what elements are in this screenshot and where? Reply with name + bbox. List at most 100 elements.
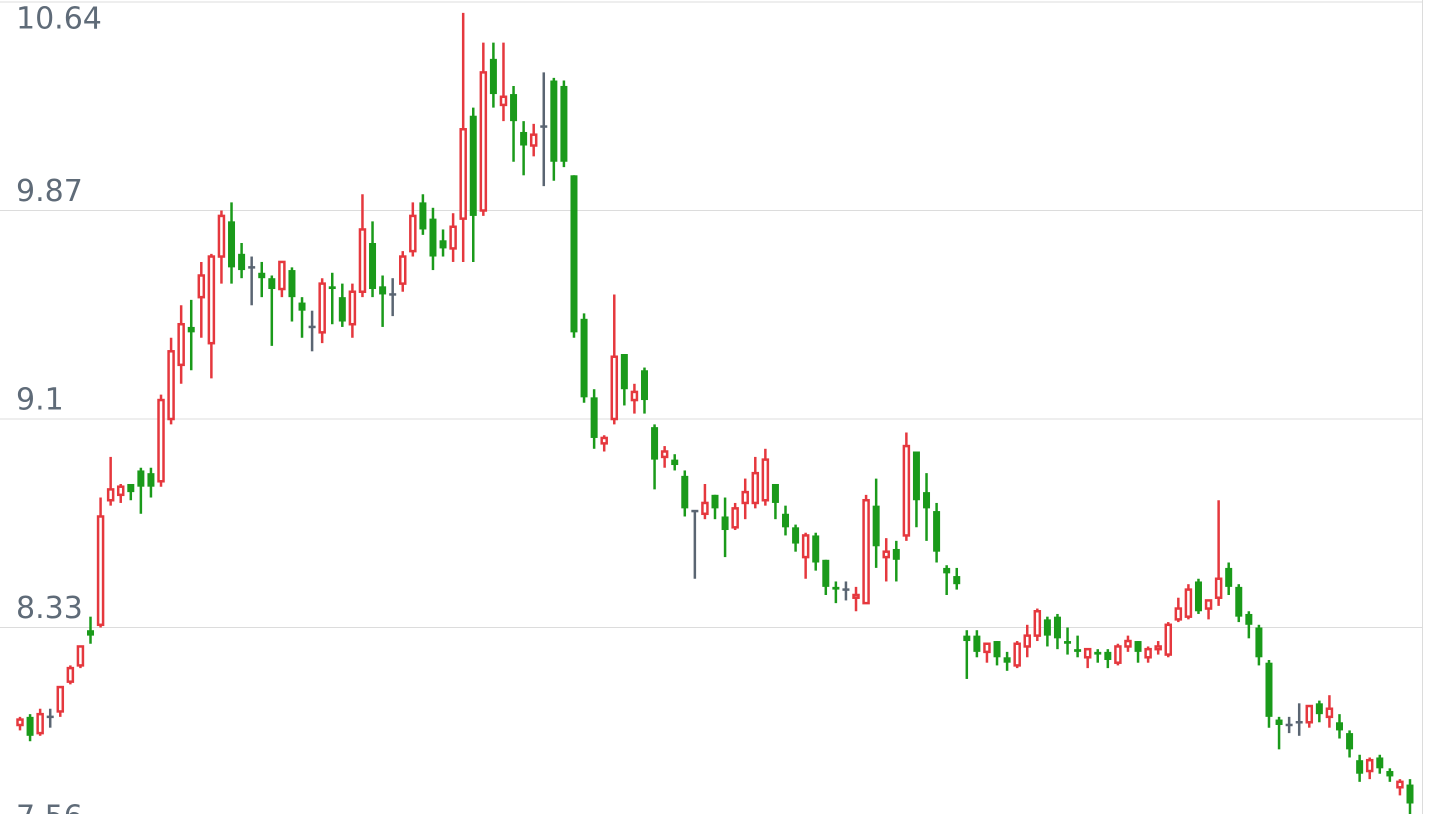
candle-body bbox=[570, 175, 578, 333]
candles bbox=[16, 12, 1414, 814]
candle-body bbox=[882, 550, 890, 559]
candle-body bbox=[761, 458, 770, 502]
candle-body bbox=[590, 397, 598, 438]
candle-body bbox=[116, 485, 125, 497]
candle-body bbox=[369, 242, 377, 290]
candle-body bbox=[711, 494, 719, 509]
candle-body bbox=[87, 630, 95, 636]
candle-body bbox=[228, 221, 236, 268]
candle-body bbox=[338, 297, 346, 322]
candle-body bbox=[1114, 645, 1122, 664]
candle-body bbox=[912, 451, 920, 501]
candle-body bbox=[26, 716, 34, 736]
candle-body bbox=[1104, 651, 1112, 660]
candle-body bbox=[1154, 645, 1162, 651]
candle-body bbox=[1265, 662, 1273, 717]
candle-body bbox=[1235, 586, 1243, 617]
candle-body bbox=[1365, 758, 1374, 773]
candle-body bbox=[1245, 613, 1253, 625]
candle-body bbox=[640, 370, 648, 401]
candle-body bbox=[902, 444, 911, 537]
candle-body bbox=[56, 685, 65, 713]
candle-body bbox=[479, 71, 488, 212]
candle-body bbox=[66, 666, 75, 683]
candle-body bbox=[681, 475, 689, 509]
candle-body bbox=[751, 471, 760, 505]
candle-body bbox=[197, 274, 206, 299]
candle-body bbox=[771, 483, 779, 503]
candle-body bbox=[731, 507, 739, 529]
candle-body bbox=[288, 270, 296, 298]
candle-body bbox=[499, 95, 508, 107]
candle-body bbox=[1275, 719, 1283, 725]
candle-body bbox=[1204, 599, 1213, 610]
candle-body bbox=[1043, 619, 1051, 636]
candle-body bbox=[1134, 641, 1142, 652]
candle-body bbox=[600, 436, 608, 445]
candle-body bbox=[217, 214, 226, 258]
candle-body bbox=[127, 483, 135, 493]
candle-body bbox=[1376, 757, 1384, 769]
candle-body bbox=[1194, 581, 1202, 612]
y-tick-label: 8.33 bbox=[16, 591, 83, 626]
candle-body bbox=[1144, 647, 1152, 659]
candle-body bbox=[157, 398, 165, 483]
candle-body bbox=[1356, 760, 1364, 774]
candle-body bbox=[1346, 733, 1354, 750]
candle-body bbox=[1023, 634, 1031, 648]
candle-body bbox=[1406, 784, 1414, 804]
candle-body bbox=[630, 390, 639, 402]
candle-body bbox=[1225, 567, 1233, 587]
y-tick-label: 9.87 bbox=[16, 174, 83, 209]
candle-body bbox=[721, 516, 729, 531]
candle-body bbox=[812, 535, 820, 563]
candle-body bbox=[298, 302, 306, 311]
candle-body bbox=[439, 240, 447, 249]
candle-body bbox=[651, 427, 659, 460]
candle-body bbox=[469, 115, 477, 216]
candle-body bbox=[943, 567, 951, 574]
candle-body bbox=[973, 635, 981, 652]
candle-body bbox=[449, 225, 457, 250]
candle-body bbox=[620, 354, 628, 390]
candle-body bbox=[892, 548, 900, 560]
candle-body bbox=[560, 85, 568, 162]
candle-body bbox=[801, 534, 810, 559]
y-tick-label: 10.64 bbox=[16, 2, 102, 37]
candle-body bbox=[358, 228, 367, 293]
candle-body bbox=[1013, 642, 1021, 667]
candle-body bbox=[1184, 588, 1193, 618]
candle-body bbox=[1396, 780, 1404, 789]
candle-body bbox=[1174, 607, 1183, 621]
candle-body bbox=[741, 490, 749, 505]
candle-body bbox=[76, 645, 85, 667]
candle-body bbox=[1124, 639, 1132, 648]
candle-body bbox=[963, 635, 971, 642]
candle-body bbox=[1053, 616, 1061, 639]
candle-body bbox=[1094, 651, 1102, 655]
candle-body bbox=[1003, 657, 1011, 663]
candle-body bbox=[862, 498, 870, 605]
candle-body bbox=[1255, 627, 1263, 658]
candle-body bbox=[852, 593, 860, 599]
candle-body bbox=[36, 712, 44, 735]
candle-body bbox=[1164, 623, 1173, 656]
candle-body bbox=[177, 322, 185, 367]
candle-body bbox=[147, 473, 155, 487]
candle-body bbox=[792, 527, 800, 544]
candle-body bbox=[419, 202, 427, 230]
candle-body bbox=[238, 253, 246, 271]
candle-body bbox=[983, 642, 991, 654]
candle-body bbox=[328, 286, 336, 290]
candle-body bbox=[1325, 707, 1334, 719]
candle-body bbox=[580, 318, 588, 398]
candle-body bbox=[348, 290, 357, 326]
candle-body bbox=[1315, 703, 1323, 715]
candle-body bbox=[399, 255, 407, 285]
candle-body bbox=[207, 255, 216, 345]
candle-body bbox=[610, 355, 619, 421]
candle-body bbox=[671, 459, 679, 466]
candle-body bbox=[459, 128, 467, 220]
